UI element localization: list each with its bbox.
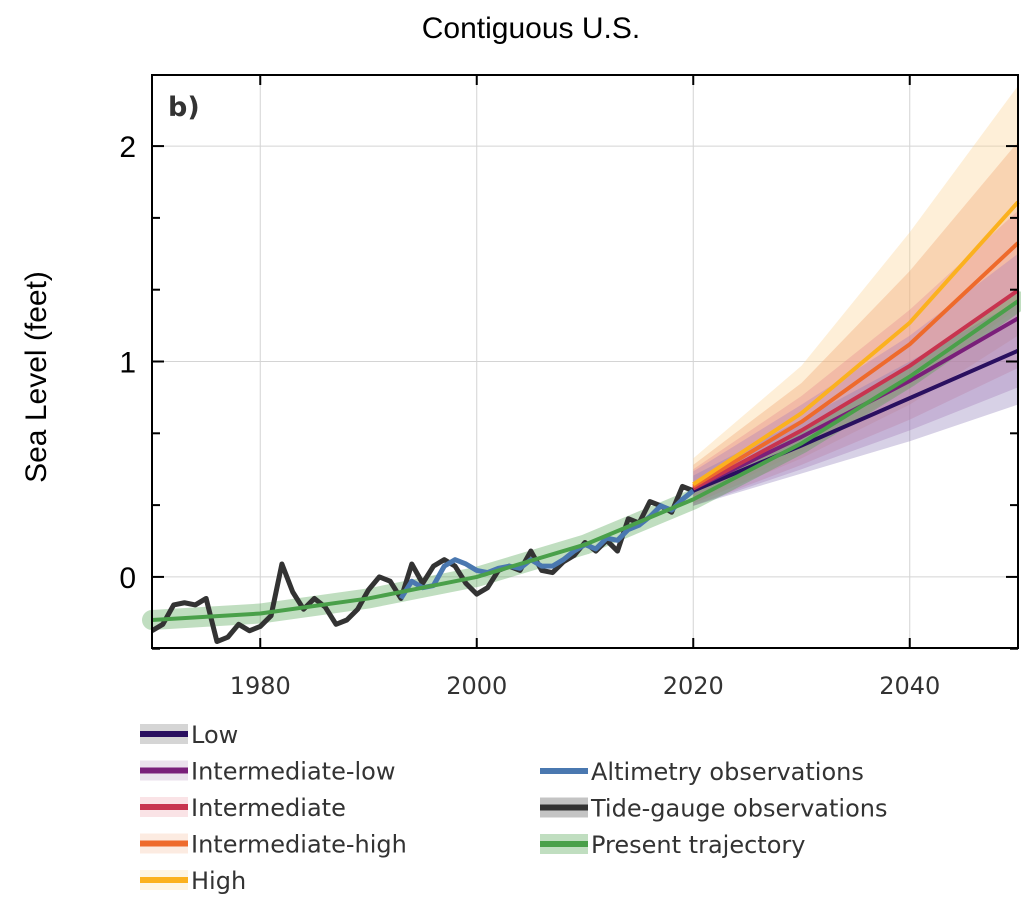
panel-label: b) bbox=[168, 92, 200, 123]
legend-swatch-line bbox=[140, 804, 188, 810]
chart-title: Contiguous U.S. bbox=[422, 12, 640, 45]
x-tick-label: 2040 bbox=[879, 672, 940, 700]
legend-swatch-line bbox=[140, 768, 188, 774]
legend: Low Intermediate-low Intermediate Intermedi… bbox=[140, 721, 887, 895]
legend-swatch-line bbox=[540, 768, 588, 774]
legend-item-present-trajectory: Present trajectory bbox=[540, 831, 805, 859]
legend-swatch-line bbox=[540, 841, 588, 847]
legend-item-low: Low bbox=[140, 721, 238, 749]
legend-swatch-line bbox=[140, 841, 188, 847]
legend-item-intermediate: Intermediate bbox=[140, 794, 346, 822]
x-tick-label: 2020 bbox=[663, 672, 724, 700]
uncertainty-bands bbox=[693, 86, 1018, 506]
x-tick-label: 2000 bbox=[446, 672, 507, 700]
y-axis-label: Sea Level (feet) bbox=[20, 271, 53, 483]
y-tick-label: 2 bbox=[119, 131, 136, 164]
legend-swatch-line bbox=[540, 805, 588, 811]
y-tick-label: 0 bbox=[119, 562, 136, 595]
legend-item-tide-gauge-observations: Tide-gauge observations bbox=[540, 795, 887, 823]
legend-item-intermediate-high: Intermediate-high bbox=[140, 831, 407, 859]
x-tick-label: 1980 bbox=[230, 672, 291, 700]
legend-label: Intermediate bbox=[191, 794, 346, 822]
legend-label: Tide-gauge observations bbox=[590, 795, 887, 823]
y-tick-label: 1 bbox=[119, 347, 136, 380]
legend-label: Intermediate-high bbox=[191, 831, 407, 859]
legend-label: High bbox=[191, 867, 246, 895]
legend-item-altimetry-observations: Altimetry observations bbox=[540, 758, 864, 786]
legend-swatch-line bbox=[140, 731, 188, 737]
legend-swatch-line bbox=[140, 877, 188, 883]
legend-item-intermediate-low: Intermediate-low bbox=[140, 758, 395, 786]
legend-item-high: High bbox=[140, 867, 246, 895]
legend-label: Low bbox=[191, 721, 238, 749]
legend-label: Present trajectory bbox=[591, 831, 805, 859]
legend-label: Altimetry observations bbox=[591, 758, 864, 786]
legend-label: Intermediate-low bbox=[191, 758, 395, 786]
